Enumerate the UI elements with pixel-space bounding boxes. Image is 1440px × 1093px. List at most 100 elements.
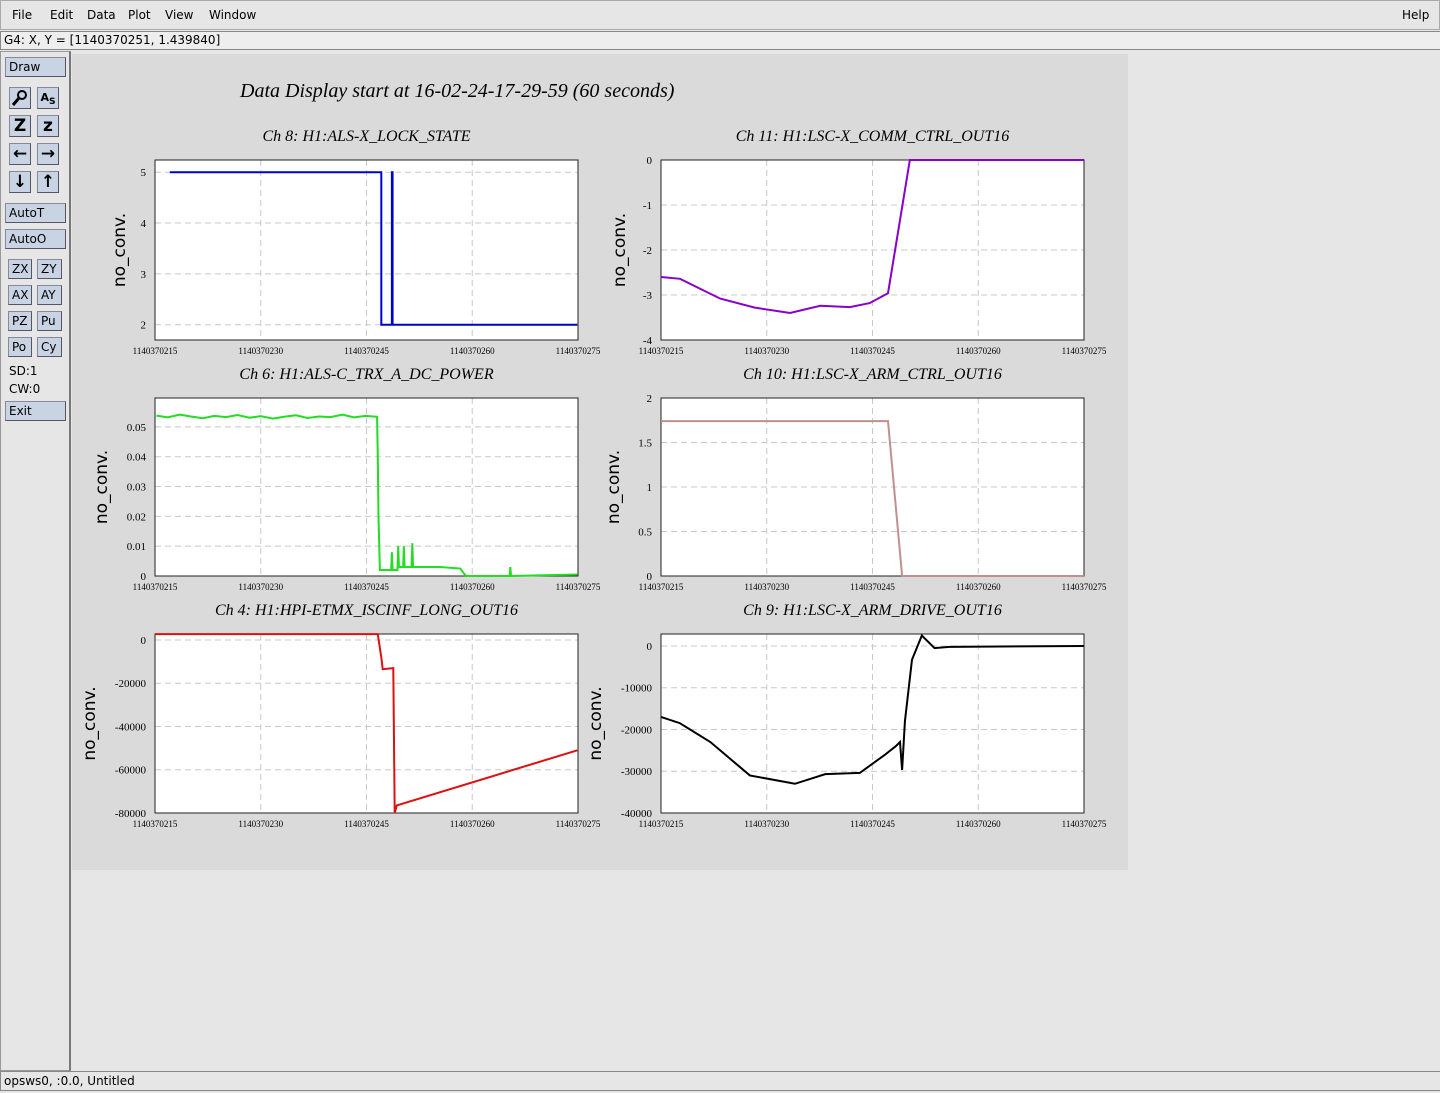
x-tick-label: 1140370275 [556,346,601,356]
x-tick-label: 1140370275 [1062,346,1107,356]
y-tick-label: 0 [141,571,147,583]
auto-button[interactable]: AutoO [5,229,66,249]
y-tick-label: 1 [647,482,653,494]
y-tick-label: 5 [141,167,147,179]
pan-left[interactable]: ← [9,143,31,165]
label-tool[interactable]: AS [37,87,59,109]
menu-bar: File Edit Data Plot View Window Help [0,0,1440,30]
x-tick-label: 1140370260 [956,819,1001,829]
x-tick-label: 1140370275 [1062,819,1107,829]
y-tick-label: -20000 [621,724,653,736]
tool-button[interactable]: PZ [8,311,32,331]
zoom-in[interactable]: Z [9,115,31,137]
menu-item[interactable]: Window [209,8,257,22]
pan-down[interactable]: ↓ [9,171,31,193]
y-tick-label: -60000 [115,765,147,777]
status-label: CW:0 [9,382,41,396]
x-tick-label: 1140370215 [639,819,684,829]
y-tick-label: 0.5 [638,527,652,539]
toolbar: Draw AS Z z ← → ↓ ↑ AutoT AutoO ZX ZY AX… [0,51,71,1071]
plot-frame [660,159,1085,341]
menu-item[interactable]: View [165,8,194,22]
data-line [156,413,578,578]
y-tick-label: 0.01 [127,541,146,553]
plot-frame [660,633,1085,814]
y-axis-label: no_conv. [110,213,130,287]
x-tick-label: 1140370215 [133,582,178,592]
y-tick-label: 0.05 [127,422,147,434]
exit-button[interactable]: Exit [5,401,66,421]
y-tick-label: -40000 [115,721,147,733]
y-tick-label: -10000 [621,683,653,695]
zoom-out[interactable]: z [37,115,59,137]
y-tick-label: 0.03 [127,482,147,494]
tool-button[interactable]: ZX [8,259,32,279]
tool-button[interactable]: Pu [37,311,62,331]
data-line [660,159,1084,315]
y-tick-label: 0.02 [127,511,146,523]
x-tick-label: 1140370245 [344,819,389,829]
chart-title: Ch 8: H1:ALS-X_LOCK_STATE [262,128,470,145]
y-tick-label: -20000 [115,678,147,690]
x-tick-label: 1140370275 [1062,582,1107,592]
x-tick-label: 1140370245 [344,582,389,592]
tool-button[interactable]: ZY [37,259,62,279]
x-tick-label: 1140370260 [956,346,1001,356]
tool-button[interactable]: AX [8,285,32,305]
menu-item[interactable]: Edit [50,8,74,22]
x-tick-label: 1140370215 [639,582,684,592]
pan-up[interactable]: ↑ [37,171,59,193]
menu-item[interactable]: File [12,8,33,22]
data-line [155,633,578,814]
plot-panel: Data Display start at 16-02-24-17-29-59 … [72,54,1128,870]
plot-area [661,634,1084,813]
menu-item[interactable]: Plot [128,8,151,22]
pan-right[interactable]: → [37,143,59,165]
plot-frame [154,159,579,341]
data-line [169,171,578,326]
x-tick-label: 1140370275 [556,819,601,829]
cursor-readout: G4: X, Y = [1140370251, 1.439840] [0,31,1440,50]
y-tick-label: 0 [141,635,147,647]
x-tick-label: 1140370245 [850,582,895,592]
x-tick-label: 1140370260 [450,582,495,592]
x-tick-label: 1140370230 [744,582,789,592]
y-tick-label: 4 [141,218,147,230]
display-title: Data Display start at 16-02-24-17-29-59 … [239,80,675,102]
y-axis-label: no_conv. [80,686,100,760]
draw-button[interactable]: Draw [5,57,66,77]
y-tick-label: -4 [643,335,653,347]
status-bar: opsws0, :0.0, Untitled [0,1071,1440,1091]
data-line [660,633,1085,785]
x-tick-label: 1140370245 [344,346,389,356]
x-tick-label: 1140370230 [744,346,789,356]
chart-title: Ch 11: H1:LSC-X_COMM_CTRL_OUT16 [736,128,1010,145]
icon [11,90,27,106]
y-tick-label: -30000 [621,766,653,778]
y-tick-label: 0.04 [127,452,147,464]
x-tick-label: 1140370260 [450,819,495,829]
y-tick-label: 0 [647,641,653,653]
menu-item[interactable]: Data [87,8,116,22]
zoom-tool[interactable] [9,87,31,109]
tool-button[interactable]: Cy [37,337,62,357]
auto-button[interactable]: AutoT [5,203,66,223]
status-label: SD:1 [9,364,38,378]
x-tick-label: 1140370215 [639,346,684,356]
y-tick-label: 3 [141,269,147,281]
y-tick-label: 1.5 [638,438,652,450]
y-axis-label: no_conv. [92,450,112,524]
tool-button[interactable]: AY [37,285,62,305]
y-tick-label: -3 [643,290,653,302]
y-axis-label: no_conv. [586,686,606,760]
y-tick-label: -1 [643,200,652,212]
menu-item[interactable]: Help [1402,8,1430,22]
x-tick-label: 1140370230 [238,582,283,592]
x-tick-label: 1140370245 [850,346,895,356]
x-tick-label: 1140370215 [133,346,178,356]
chart-title: Ch 9: H1:LSC-X_ARM_DRIVE_OUT16 [743,602,1002,619]
x-tick-label: 1140370230 [238,346,283,356]
x-tick-label: 1140370260 [450,346,495,356]
data-line [661,420,1084,577]
tool-button[interactable]: Po [8,337,32,357]
